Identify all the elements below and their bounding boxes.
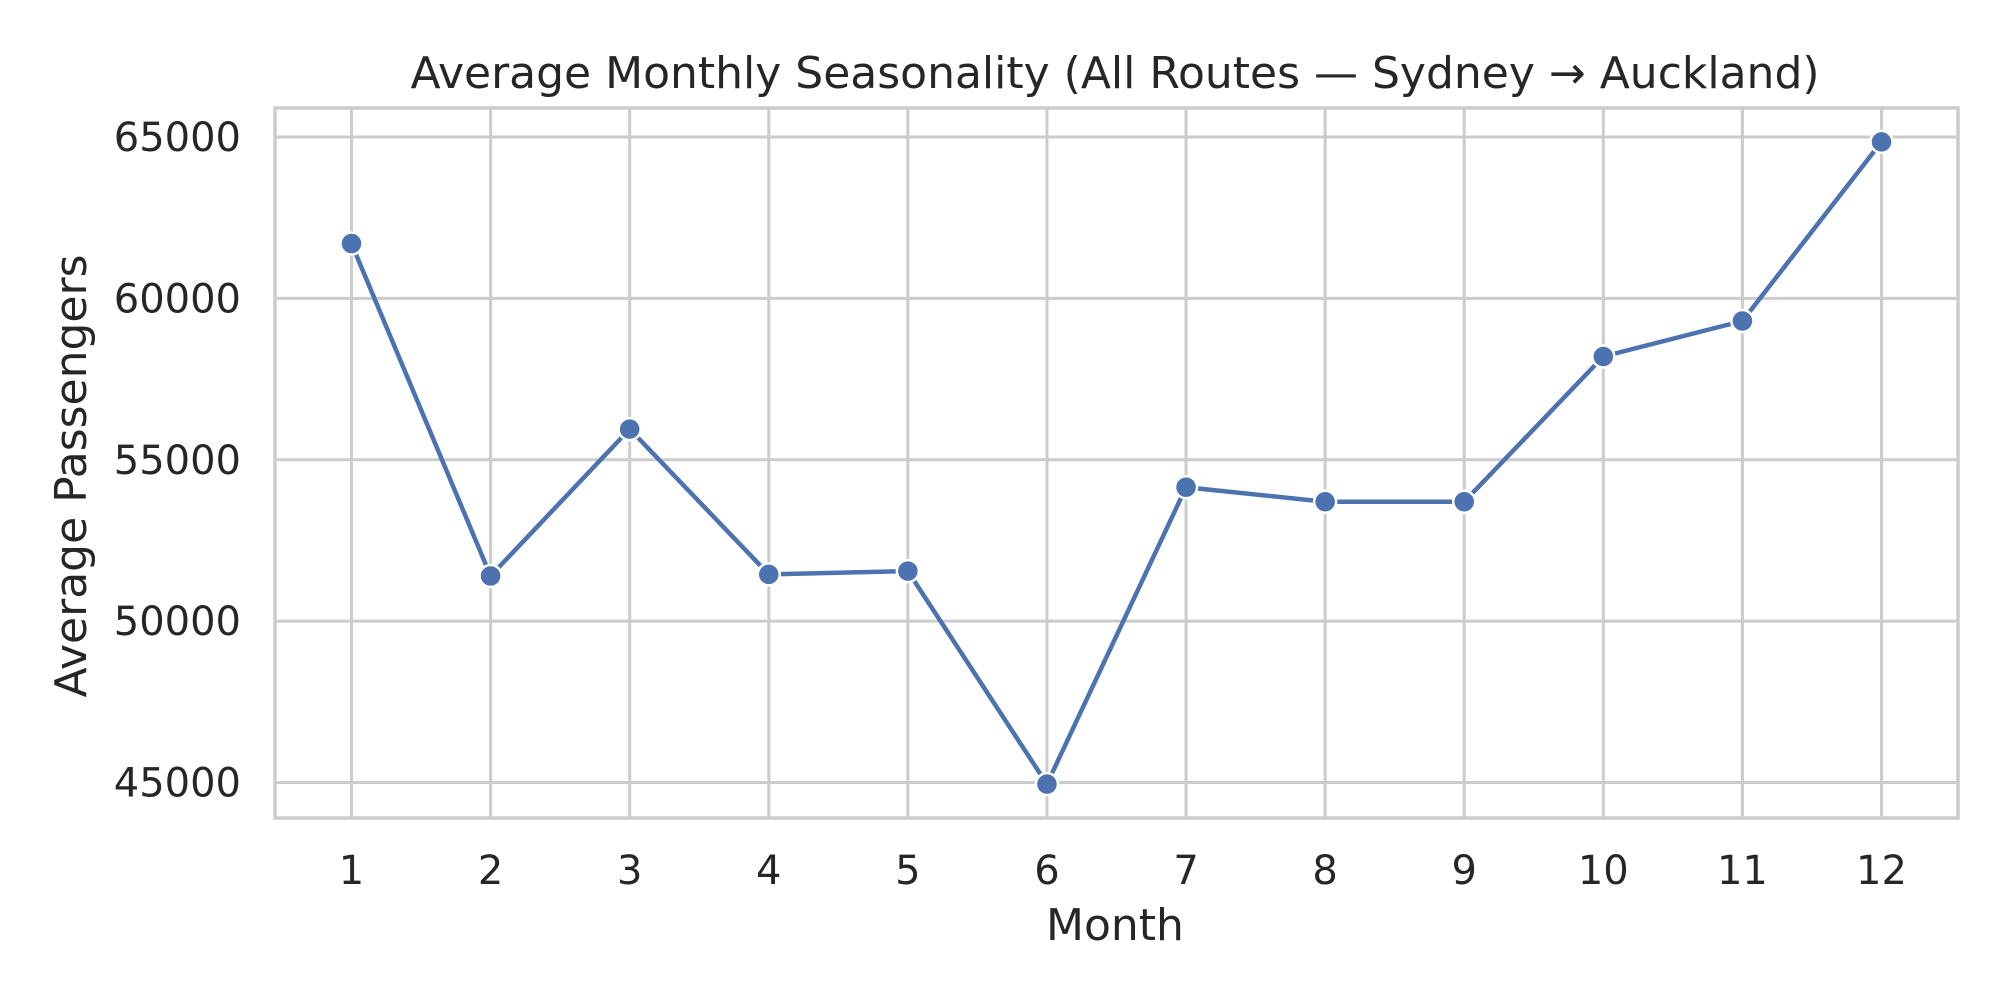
data-point-month-3 <box>617 416 642 442</box>
x-tick-label: 10 <box>1578 848 1629 894</box>
data-point-month-12 <box>1869 129 1894 155</box>
y-tick-label: 50000 <box>114 599 241 645</box>
data-point-month-6 <box>1034 771 1060 797</box>
y-tick-label: 65000 <box>114 115 241 161</box>
data-point-month-7 <box>1173 474 1199 500</box>
data-point-month-11 <box>1730 308 1755 334</box>
x-tick-label: 6 <box>1034 848 1059 894</box>
data-point-month-4 <box>756 562 782 587</box>
x-tick-label: 9 <box>1452 848 1477 894</box>
x-tick-label: 1 <box>339 848 364 894</box>
x-tick-label: 8 <box>1312 848 1337 894</box>
x-tick-label: 4 <box>756 848 781 894</box>
data-point-month-1 <box>339 231 364 256</box>
x-tick-label: 5 <box>895 848 920 894</box>
x-tick-label: 2 <box>478 848 503 894</box>
data-point-month-8 <box>1312 489 1338 514</box>
data-point-month-9 <box>1451 489 1477 514</box>
series-line <box>349 139 1884 787</box>
series-layer <box>339 129 1894 797</box>
data-point-month-5 <box>895 558 921 584</box>
data-point-month-2 <box>478 563 503 589</box>
x-tick-label: 3 <box>617 848 642 894</box>
y-axis-label: Average Passengers <box>46 254 97 697</box>
x-axis-label: Month <box>1046 900 1184 951</box>
x-tick-label: 7 <box>1173 848 1198 894</box>
chart-title: Average Monthly Seasonality (All Routes … <box>410 48 1819 99</box>
x-tick-label: 11 <box>1717 848 1768 894</box>
data-point-month-10 <box>1591 344 1616 369</box>
grid-layer <box>275 108 1958 818</box>
y-tick-label: 60000 <box>114 276 241 322</box>
plot-frame <box>273 106 1960 820</box>
y-tick-label: 45000 <box>114 761 241 807</box>
y-tick-label: 55000 <box>114 438 241 484</box>
x-tick-label: 12 <box>1856 848 1907 894</box>
